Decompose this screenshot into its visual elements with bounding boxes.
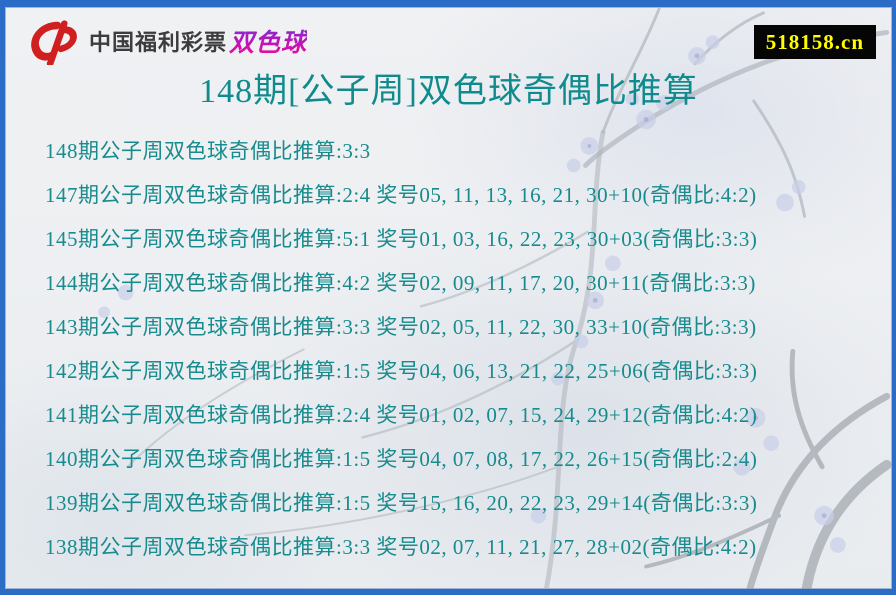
forecast-row: 141期公子周双色球奇偶比推算:2:4 奖号01, 02, 07, 15, 24… <box>45 403 758 427</box>
forecast-row: 144期公子周双色球奇偶比推算:4:2 奖号02, 09, 11, 17, 20… <box>45 271 756 295</box>
forecast-row: 145期公子周双色球奇偶比推算:5:1 奖号01, 03, 16, 22, 23… <box>45 227 758 251</box>
forecast-row: 138期公子周双色球奇偶比推算:3:3 奖号02, 07, 11, 21, 27… <box>45 535 757 559</box>
forecast-row: 139期公子周双色球奇偶比推算:1:5 奖号15, 16, 20, 22, 23… <box>45 491 758 515</box>
forecast-list: 148期公子周双色球奇偶比推算:3:3 147期公子周双色球奇偶比推算:2:4 … <box>45 129 878 569</box>
page-title: 148期[公子周]双色球奇偶比推算 <box>199 73 698 110</box>
forecast-row: 140期公子周双色球奇偶比推算:1:5 奖号04, 07, 08, 17, 22… <box>45 447 758 471</box>
site-badge[interactable]: 518158.cn <box>753 25 876 59</box>
product-text: 双色球 <box>229 23 307 59</box>
china-welfare-lottery-emblem-icon <box>31 20 77 65</box>
forecast-row: 143期公子周双色球奇偶比推算:3:3 奖号02, 05, 11, 22, 30… <box>45 315 757 339</box>
brand-logo[interactable]: 中国福利彩票 双色球 <box>29 17 307 65</box>
forecast-row: 147期公子周双色球奇偶比推算:2:4 奖号05, 11, 13, 16, 21… <box>45 183 757 207</box>
forecast-row: 142期公子周双色球奇偶比推算:1:5 奖号04, 06, 13, 21, 22… <box>45 359 758 383</box>
forecast-row: 148期公子周双色球奇偶比推算:3:3 <box>45 139 371 163</box>
content-area: 中国福利彩票 双色球 518158.cn 148期[公子周]双色球奇偶比推算 1… <box>5 7 892 589</box>
brand-text: 中国福利彩票 <box>89 30 228 55</box>
